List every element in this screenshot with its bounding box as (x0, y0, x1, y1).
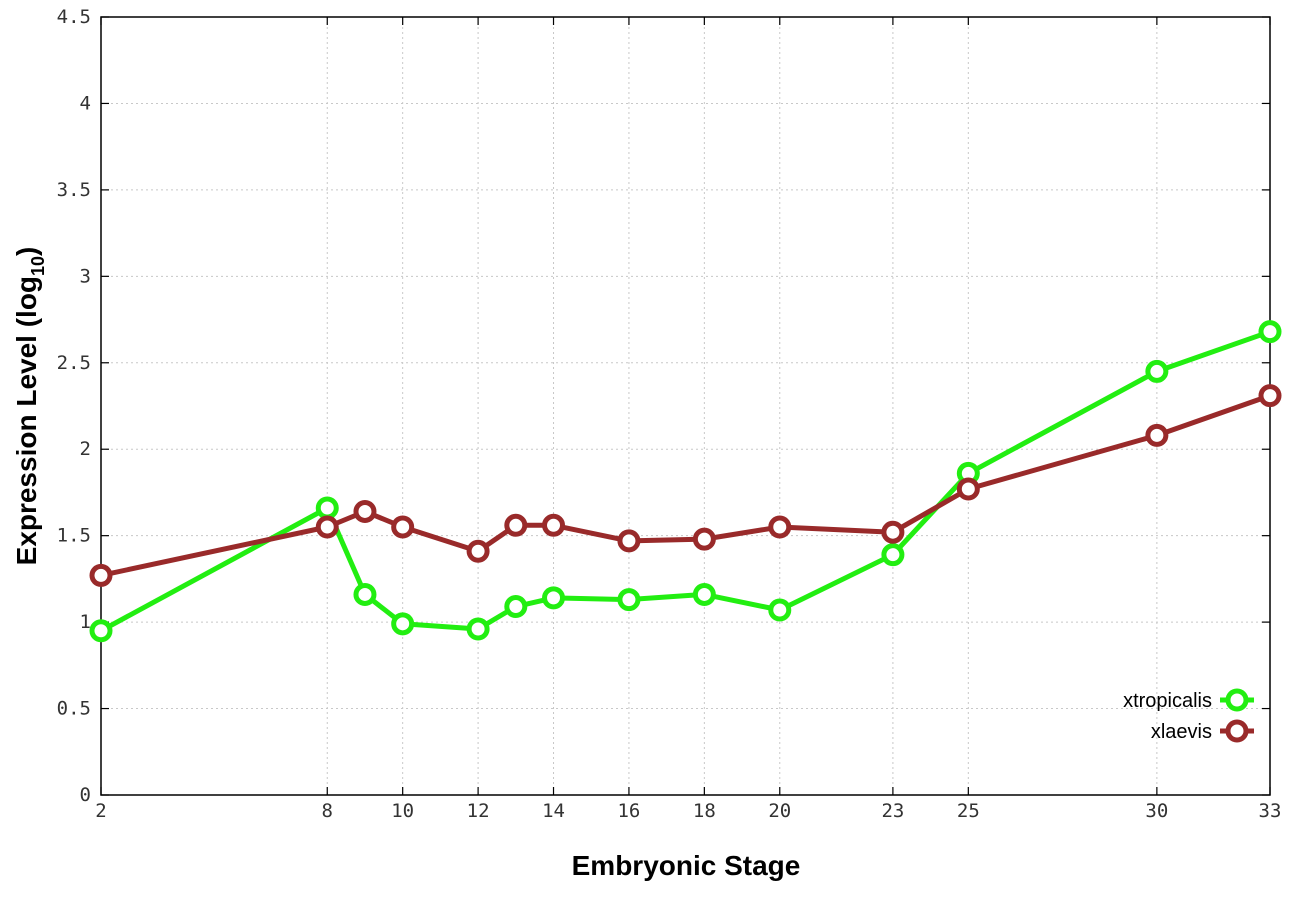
data-point-xtropicalis (504, 595, 528, 619)
data-point-xlaevis (89, 563, 113, 587)
data-point-xtropicalis (466, 617, 490, 641)
data-point-xtropicalis (1145, 359, 1169, 383)
data-point-xlaevis (315, 515, 339, 539)
data-point-xtropicalis (692, 582, 716, 606)
x-tick-label: 20 (768, 800, 791, 822)
x-tick-label: 18 (693, 800, 716, 822)
data-point-xlaevis (542, 513, 566, 537)
data-point-xlaevis (466, 539, 490, 563)
data-point-xlaevis (881, 520, 905, 544)
y-tick-label: 4.5 (57, 6, 91, 28)
y-tick-labels: 0 0.5 1 1.5 2 2.5 3 3.5 4 4.5 (57, 6, 91, 806)
data-point-xlaevis (617, 529, 641, 553)
x-tick-label: 16 (617, 800, 640, 822)
data-point-xtropicalis (89, 619, 113, 643)
series-xlaevis (89, 384, 1282, 587)
data-point-xlaevis (768, 515, 792, 539)
y-tick-label: 3 (80, 265, 91, 287)
x-tick-label: 8 (322, 800, 333, 822)
data-point-xlaevis (692, 527, 716, 551)
y-tick-label: 0.5 (57, 698, 91, 720)
y-tick-label: 2.5 (57, 352, 91, 374)
data-point-xlaevis (956, 477, 980, 501)
legend-marker-xtropicalis (1225, 688, 1249, 712)
y-tick-label: 0 (80, 784, 91, 806)
data-point-xtropicalis (315, 496, 339, 520)
data-point-xlaevis (504, 513, 528, 537)
y-tick-label: 1 (80, 611, 91, 633)
x-tick-label: 30 (1145, 800, 1168, 822)
data-point-xtropicalis (1258, 320, 1282, 344)
x-tick-label: 33 (1259, 800, 1282, 822)
y-axis-title: Expression Level (log10) (11, 247, 48, 566)
y-tick-label: 2 (80, 438, 91, 460)
series-layer (89, 320, 1282, 643)
y-tick-label: 4 (80, 92, 91, 114)
data-point-xlaevis (391, 515, 415, 539)
y-tick-label: 3.5 (57, 179, 91, 201)
y-tick-label: 1.5 (57, 525, 91, 547)
tick-marks (100, 16, 1271, 796)
x-tick-label: 12 (467, 800, 490, 822)
legend-label-xlaevis: xlaevis (1151, 721, 1212, 743)
series-line-xlaevis (100, 393, 1271, 578)
data-point-xtropicalis (768, 598, 792, 622)
legend-marker-xlaevis (1225, 719, 1249, 743)
x-tick-label: 10 (391, 800, 414, 822)
data-point-xtropicalis (617, 588, 641, 612)
x-tick-label: 23 (881, 800, 904, 822)
x-tick-label: 14 (542, 800, 565, 822)
data-point-xlaevis (353, 499, 377, 523)
data-point-xlaevis (1145, 423, 1169, 447)
x-tick-labels: 2 8 10 12 14 16 18 20 23 25 30 33 (95, 800, 1281, 822)
data-point-xlaevis (1258, 384, 1282, 408)
x-tick-label: 25 (957, 800, 980, 822)
data-point-xtropicalis (353, 582, 377, 606)
data-point-xtropicalis (542, 586, 566, 610)
legend: xtropicalis xlaevis (1123, 688, 1254, 743)
x-axis-title: Embryonic Stage (572, 850, 801, 881)
series-line-xtropicalis (99, 329, 1271, 633)
series-xtropicalis (89, 320, 1282, 643)
data-point-xtropicalis (881, 543, 905, 567)
x-tick-label: 2 (95, 800, 106, 822)
data-point-xtropicalis (391, 612, 415, 636)
y-axis-title-subscript: 10 (28, 256, 48, 276)
y-axis-title-close: ) (11, 247, 42, 256)
legend-label-xtropicalis: xtropicalis (1123, 690, 1212, 712)
y-axis-title-main: Expression Level (log (11, 276, 42, 565)
